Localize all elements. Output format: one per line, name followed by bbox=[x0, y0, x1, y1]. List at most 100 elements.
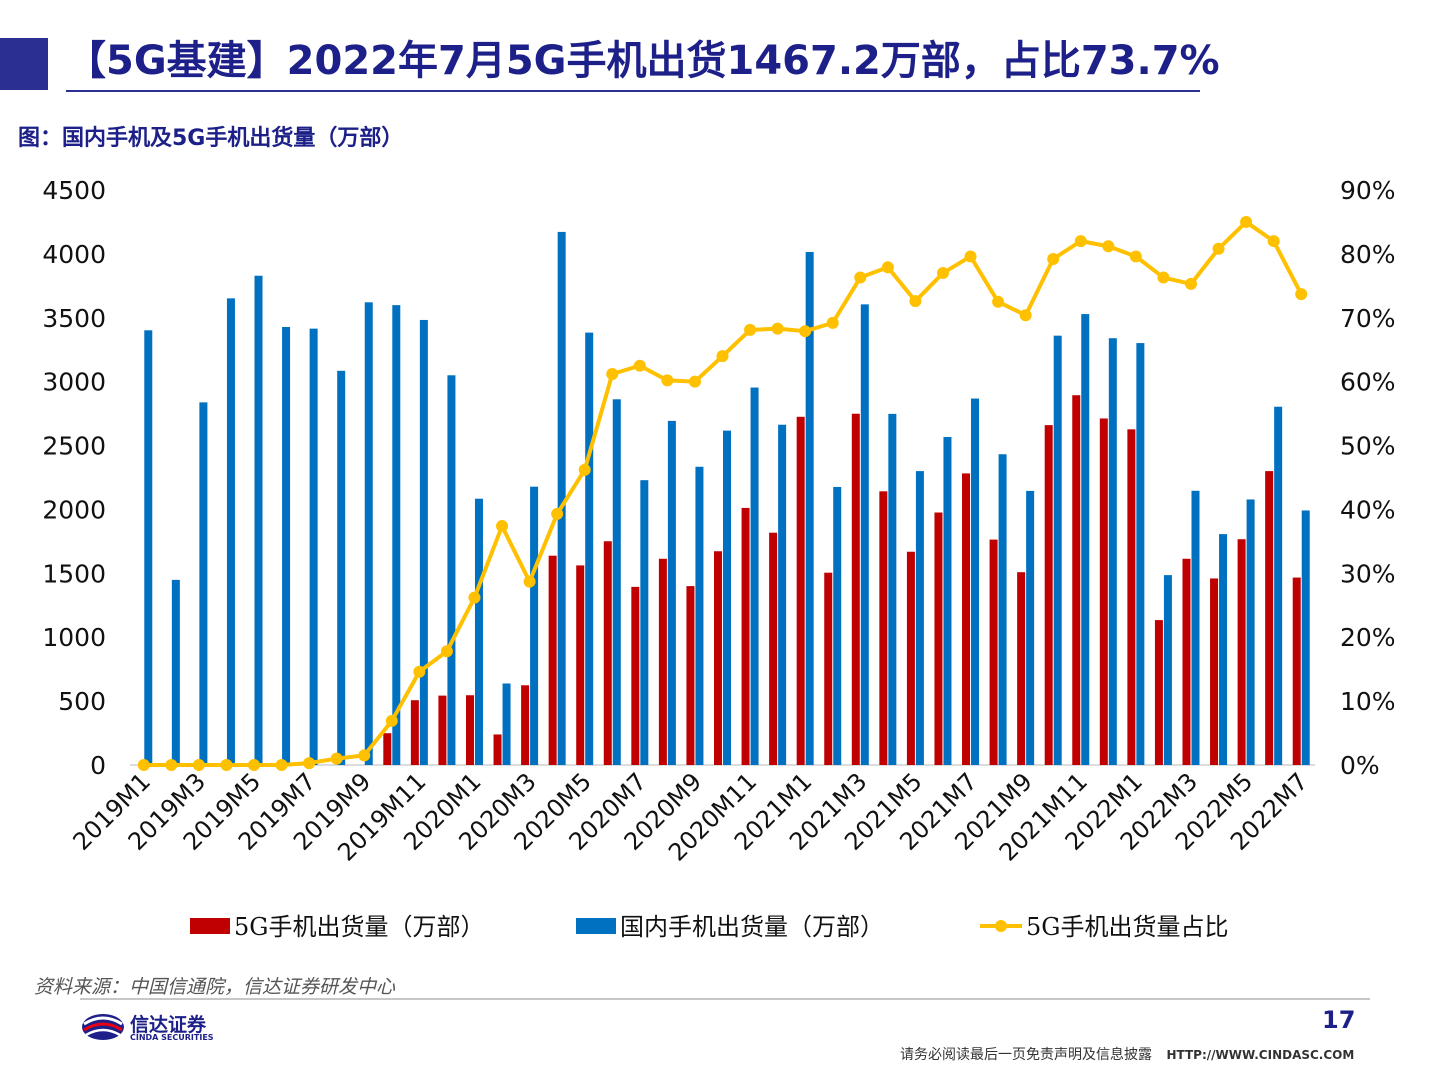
total-shipment-bar bbox=[502, 683, 511, 765]
page-title: 【5G基建】2022年7月5G手机出货1467.2万部，占比73.7% bbox=[66, 38, 1220, 84]
5g-shipment-bar bbox=[1017, 572, 1026, 765]
legend-label-share: 5G手机出货量占比 bbox=[1026, 913, 1228, 941]
total-shipment-bar bbox=[530, 486, 539, 765]
total-shipment-bar bbox=[750, 387, 759, 765]
share-point bbox=[275, 759, 288, 771]
title-underline bbox=[66, 90, 1200, 92]
total-shipment-bar bbox=[695, 466, 704, 765]
total-shipment-bar bbox=[1053, 335, 1062, 765]
5g-shipment-bar bbox=[521, 685, 530, 765]
legend-marker-share bbox=[995, 920, 1007, 932]
share-point bbox=[1157, 271, 1170, 284]
share-point bbox=[385, 714, 398, 727]
share-point bbox=[771, 322, 784, 335]
share-point bbox=[413, 665, 426, 678]
chart-caption: 图：国内手机及5G手机出货量（万部） bbox=[18, 126, 404, 151]
share-point bbox=[496, 520, 509, 533]
total-shipment-bar bbox=[1026, 490, 1035, 765]
5g-shipment-bar bbox=[824, 572, 833, 765]
total-shipment-bar bbox=[833, 486, 842, 765]
5g-shipment-bar bbox=[879, 491, 888, 765]
total-shipment-bar bbox=[1081, 314, 1090, 765]
total-shipment-bar bbox=[612, 399, 621, 765]
total-shipment-bar bbox=[1246, 499, 1255, 765]
5g-shipment-bars bbox=[383, 395, 1301, 765]
left-axis-tick-label: 1000 bbox=[42, 623, 106, 652]
company-logo: 信达证券 CINDA SECURITIES bbox=[80, 1010, 260, 1044]
right-axis-tick-label: 20% bbox=[1340, 623, 1396, 652]
left-axis-tick-label: 0 bbox=[90, 751, 106, 780]
total-shipment-bar bbox=[667, 420, 676, 765]
footer-divider bbox=[80, 998, 1370, 1000]
share-point bbox=[936, 267, 949, 280]
5g-shipment-bar bbox=[741, 507, 750, 765]
legend-label-total: 国内手机出货量（万部） bbox=[620, 913, 884, 941]
share-point bbox=[1184, 277, 1197, 290]
total-shipment-bar bbox=[337, 370, 346, 765]
total-shipment-bar bbox=[199, 402, 208, 765]
share-point bbox=[826, 316, 839, 329]
total-shipment-bar bbox=[226, 298, 235, 765]
share-point bbox=[744, 323, 757, 336]
shipment-chart: 0 500 1000 1500 2000 2500 3000 3500 4000 4500 0% 1… bbox=[42, 176, 1396, 941]
right-axis-ticks: 0% 10% 20% 30% 40% 50% 60% 70% 80% 90% bbox=[1340, 176, 1396, 780]
share-point bbox=[854, 271, 867, 284]
total-shipment-bar bbox=[144, 330, 153, 765]
5g-shipment-bar bbox=[686, 586, 695, 765]
share-point bbox=[1129, 250, 1142, 263]
5g-shipment-bar bbox=[548, 555, 557, 765]
website-link[interactable]: HTTP://WWW.CINDASC.COM bbox=[1166, 1048, 1355, 1062]
right-axis-tick-label: 60% bbox=[1340, 368, 1396, 397]
legend-label-5g: 5G手机出货量（万部） bbox=[234, 913, 484, 941]
total-shipment-bar bbox=[447, 375, 456, 765]
share-point bbox=[1267, 235, 1280, 248]
total-shipment-bar bbox=[1191, 490, 1200, 765]
5g-shipment-bar bbox=[383, 733, 392, 765]
share-point bbox=[909, 295, 922, 308]
share-point bbox=[523, 575, 536, 588]
5g-shipment-bar bbox=[438, 695, 447, 765]
share-point bbox=[716, 350, 729, 363]
legend-swatch-total bbox=[576, 918, 616, 934]
share-point bbox=[1295, 288, 1308, 301]
5g-shipment-bar bbox=[1292, 577, 1301, 765]
total-shipment-bar bbox=[1163, 575, 1172, 765]
total-shipment-bar bbox=[557, 231, 566, 765]
left-axis-tick-label: 500 bbox=[58, 687, 106, 716]
share-point bbox=[633, 359, 646, 372]
share-point bbox=[606, 368, 619, 380]
total-shipment-bar bbox=[171, 579, 180, 765]
left-axis-tick-label: 2500 bbox=[42, 432, 106, 461]
share-point bbox=[1074, 235, 1087, 248]
left-axis-tick-label: 1500 bbox=[42, 559, 106, 588]
right-axis-tick-label: 10% bbox=[1340, 687, 1396, 716]
total-shipment-bar bbox=[888, 413, 897, 765]
logo-mark-icon bbox=[82, 1014, 124, 1040]
x-axis-ticks: 2019M12019M32019M52019M72019M92019M11202… bbox=[68, 767, 1314, 866]
total-shipment-bar bbox=[723, 430, 731, 765]
total-shipment-bar bbox=[1274, 406, 1283, 765]
total-shipment-bars bbox=[144, 231, 1310, 765]
total-shipment-bar bbox=[1108, 338, 1117, 765]
left-axis-ticks: 0 500 1000 1500 2000 2500 3000 3500 4000 4500 bbox=[42, 176, 106, 780]
5g-shipment-bar bbox=[769, 532, 778, 765]
5g-shipment-bar bbox=[1044, 425, 1053, 765]
total-shipment-bar bbox=[282, 326, 291, 765]
5g-shipment-bar bbox=[906, 551, 915, 765]
share-point bbox=[468, 591, 481, 604]
5g-shipment-bar bbox=[1099, 418, 1108, 765]
share-point bbox=[688, 375, 701, 388]
left-axis-tick-label: 3500 bbox=[42, 304, 106, 333]
total-shipment-bar bbox=[254, 275, 263, 765]
share-point bbox=[303, 757, 316, 770]
right-axis-tick-label: 80% bbox=[1340, 240, 1396, 269]
5g-share-line bbox=[137, 215, 1308, 771]
total-shipment-bar bbox=[392, 305, 401, 765]
5g-shipment-bar bbox=[714, 551, 722, 765]
share-point bbox=[192, 759, 205, 771]
left-axis-tick-label: 4000 bbox=[42, 240, 106, 269]
logo-name-en: CINDA SECURITIES bbox=[130, 1033, 214, 1042]
share-point bbox=[964, 250, 977, 263]
logo-name-cn: 信达证券 bbox=[130, 1014, 207, 1036]
share-point bbox=[578, 463, 591, 476]
